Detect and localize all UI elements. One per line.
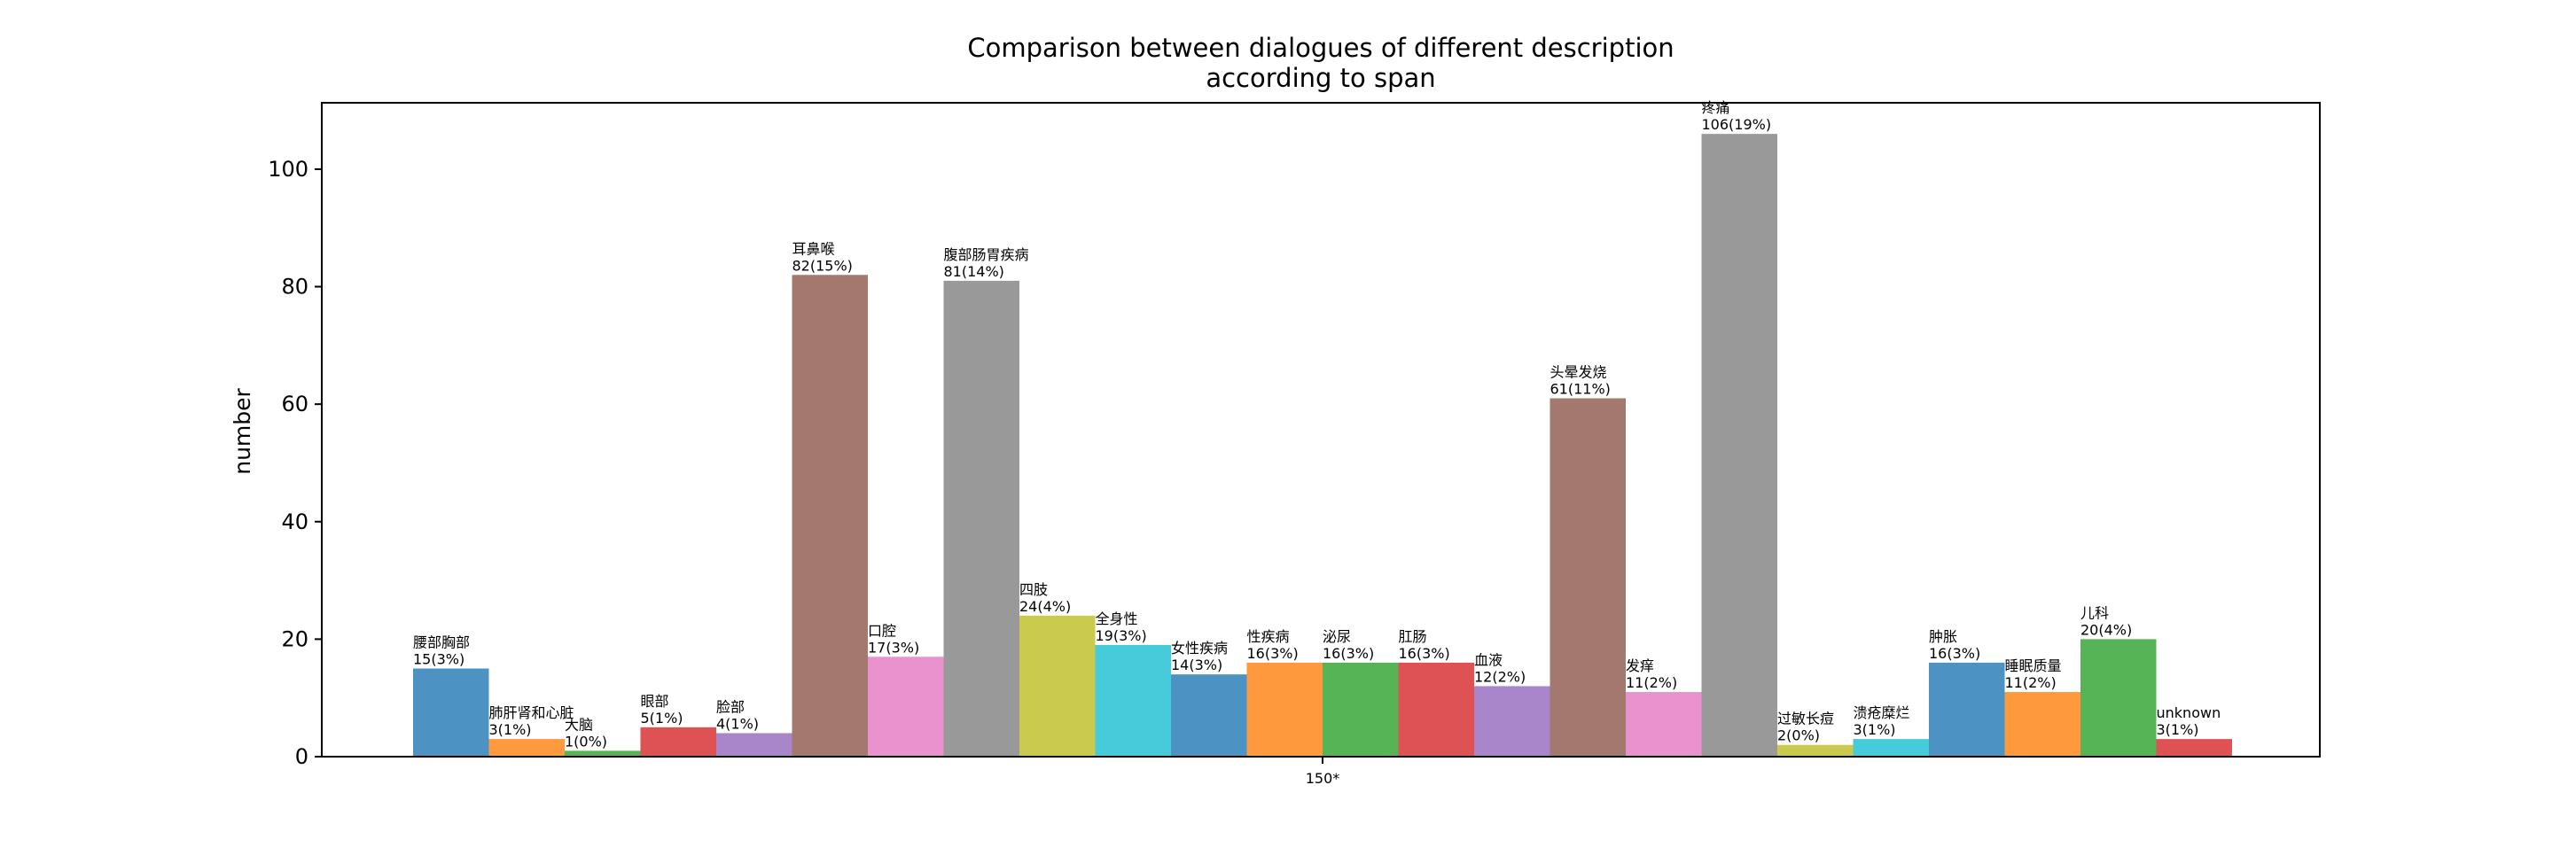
bar-label-name-9: 全身性 (1096, 610, 1138, 627)
bar-7 (943, 280, 1019, 757)
bar-label-value-11: 16(3%) (1247, 645, 1299, 662)
bar-label-name-19: 溃疮糜烂 (1854, 704, 1910, 721)
bar-5 (792, 275, 868, 757)
bar-label-value-17: 106(19%) (1702, 116, 1772, 133)
bar-label-value-9: 19(3%) (1096, 627, 1147, 644)
bar-label-value-3: 5(1%) (641, 710, 683, 727)
bar-label-value-7: 81(14%) (944, 263, 1004, 280)
bar-label-value-15: 61(11%) (1550, 381, 1611, 398)
bar-label-value-22: 20(4%) (2080, 621, 2132, 638)
bar-4 (716, 733, 792, 757)
chart-title-line-2: according to span (1206, 63, 1435, 93)
bar-label-name-23: unknown (2157, 704, 2221, 721)
bar-label-name-0: 腰部胸部 (413, 634, 470, 651)
bar-label-value-12: 16(3%) (1323, 645, 1374, 662)
bars-layer (413, 134, 2232, 757)
bar-19 (1853, 739, 1929, 757)
bar-label-name-6: 口腔 (868, 622, 896, 639)
bar-label-name-22: 儿科 (2080, 604, 2109, 621)
chart-title-line-1: Comparison between dialogues of differen… (967, 33, 1674, 63)
bar-22 (2080, 639, 2157, 757)
bar-label-name-10: 女性疾病 (1171, 640, 1228, 657)
bar-label-name-3: 眼部 (641, 693, 669, 710)
bar-label-name-13: 肛肠 (1399, 628, 1427, 645)
y-tick-label-2: 40 (281, 509, 308, 534)
bar-label-value-2: 1(0%) (565, 733, 607, 750)
bar-label-name-17: 疼痛 (1702, 99, 1730, 116)
bar-15 (1550, 398, 1626, 757)
bar-8 (1019, 615, 1096, 757)
bar-label-name-1: 肺肝肾和心脏 (489, 704, 574, 721)
bar-label-name-14: 血液 (1474, 651, 1503, 668)
bar-label-name-11: 性疾病 (1247, 628, 1290, 645)
bar-11 (1246, 662, 1323, 757)
bar-17 (1701, 134, 1777, 757)
bar-3 (640, 727, 716, 757)
bar-label-value-18: 2(0%) (1777, 727, 1820, 744)
bar-label-value-19: 3(1%) (1854, 721, 1896, 738)
x-tick-label-0: 150* (1306, 770, 1340, 787)
bar-label-name-16: 发痒 (1626, 657, 1654, 674)
bar-10 (1171, 674, 1247, 757)
bar-label-name-5: 耳鼻喉 (792, 240, 835, 257)
bar-label-value-21: 11(2%) (2005, 674, 2057, 691)
x-axis: 150* (1306, 757, 1340, 787)
y-axis-label: number (230, 387, 255, 474)
bar-label-name-8: 四肢 (1019, 581, 1048, 598)
bar-label-value-5: 82(15%) (792, 257, 853, 274)
bar-13 (1398, 662, 1474, 757)
bar-label-value-20: 16(3%) (1929, 645, 1980, 662)
bar-2 (565, 750, 641, 757)
bar-label-value-4: 4(1%) (716, 715, 759, 732)
bar-label-value-13: 16(3%) (1399, 645, 1450, 662)
bar-label-value-23: 3(1%) (2157, 721, 2199, 738)
bar-16 (1626, 692, 1702, 757)
y-tick-label-4: 80 (281, 275, 308, 299)
bar-label-name-18: 过敏长痘 (1777, 711, 1834, 727)
bar-label-value-14: 12(2%) (1474, 668, 1526, 685)
bar-21 (2004, 692, 2080, 757)
bar-0 (413, 668, 489, 757)
bar-23 (2156, 739, 2232, 757)
bar-1 (488, 739, 565, 757)
bar-label-value-10: 14(3%) (1171, 657, 1222, 673)
y-tick-label-5: 100 (268, 157, 308, 182)
y-tick-label-1: 20 (281, 626, 308, 651)
y-tick-label-3: 60 (281, 392, 308, 416)
bar-6 (868, 657, 944, 757)
bar-label-name-20: 肿胀 (1929, 628, 1957, 645)
bar-label-name-21: 睡眠质量 (2005, 657, 2062, 674)
plot-frame (321, 102, 2321, 758)
bar-label-value-0: 15(3%) (413, 651, 464, 668)
bar-12 (1323, 662, 1399, 757)
y-tick-label-0: 0 (295, 744, 308, 769)
bar-label-name-2: 大脑 (565, 716, 593, 733)
y-axis: 0 20 40 60 80 100 (268, 157, 322, 769)
bar-label-value-8: 24(4%) (1019, 598, 1071, 615)
bar-label-name-12: 泌尿 (1323, 628, 1351, 645)
bar-label-name-7: 腹部肠胃疾病 (944, 246, 1029, 263)
bar-label-name-4: 脸部 (716, 698, 745, 715)
bar-20 (1929, 662, 2005, 757)
bar-18 (1777, 744, 1854, 757)
bar-9 (1095, 645, 1171, 757)
bar-label-value-16: 11(2%) (1626, 674, 1677, 691)
bar-label-value-6: 17(3%) (868, 639, 919, 656)
bar-label-value-1: 3(1%) (489, 721, 532, 738)
bar-14 (1474, 686, 1550, 757)
bar-label-name-15: 头晕发烧 (1550, 364, 1607, 381)
